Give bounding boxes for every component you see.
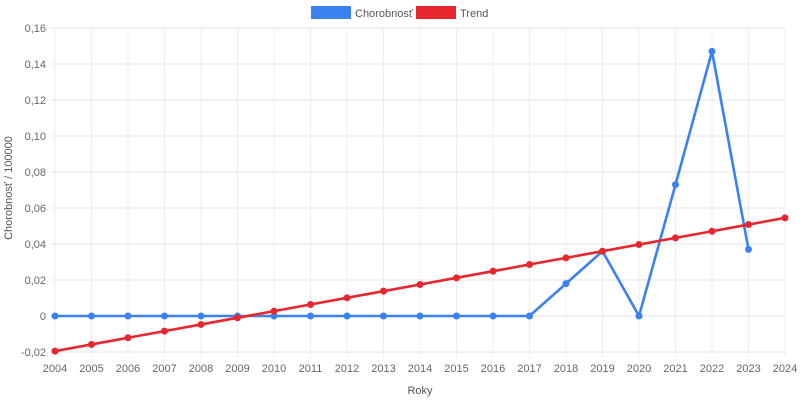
x-tick-label: 2004 — [43, 363, 67, 375]
data-point[interactable] — [88, 340, 95, 348]
data-point[interactable] — [343, 312, 351, 320]
data-point[interactable] — [380, 312, 387, 320]
y-tick-label: 0,14 — [25, 59, 46, 71]
data-point[interactable] — [416, 281, 424, 288]
x-tick-label: 2011 — [299, 363, 323, 375]
series-layer — [51, 47, 789, 355]
grid — [50, 27, 786, 357]
y-tick-label: 0,08 — [25, 167, 46, 179]
y-tick-label: 0 — [40, 311, 46, 323]
data-point[interactable] — [343, 294, 351, 302]
data-point[interactable] — [526, 261, 533, 269]
x-axis-title: Roky — [407, 385, 433, 397]
data-point[interactable] — [526, 312, 533, 320]
y-tick-label: 0,10 — [25, 131, 46, 143]
data-point[interactable] — [745, 221, 752, 229]
data-point[interactable] — [88, 312, 95, 320]
data-point[interactable] — [599, 247, 606, 255]
y-tick-label: -0,02 — [21, 347, 46, 359]
legend[interactable]: Chorobnosť Trend — [311, 6, 488, 20]
data-point[interactable] — [745, 245, 752, 253]
x-tick-label: 2018 — [554, 363, 578, 375]
data-point[interactable] — [307, 312, 314, 320]
data-point[interactable] — [234, 314, 241, 322]
y-tick-label: 0,12 — [25, 95, 46, 107]
x-tick-label: 2009 — [225, 363, 249, 375]
data-point[interactable] — [416, 312, 424, 320]
data-point[interactable] — [197, 320, 205, 328]
data-point[interactable] — [562, 254, 570, 262]
series-chorobnost — [51, 47, 752, 320]
data-point[interactable] — [124, 334, 132, 342]
x-tick-label: 2012 — [335, 363, 359, 375]
y-axis-ticks: -0,02 0 0,02 0,04 0,06 0,08 0,10 0,12 0,14 0,16 — [21, 23, 46, 359]
x-tick-label: 2014 — [408, 363, 432, 375]
legend-swatch — [416, 6, 456, 19]
legend-label: Chorobnosť — [355, 8, 414, 20]
y-tick-label: 0,04 — [25, 239, 46, 251]
y-tick-label: 0,16 — [25, 23, 46, 35]
x-tick-label: 2021 — [663, 363, 687, 375]
x-tick-label: 2023 — [736, 363, 760, 375]
data-point[interactable] — [161, 327, 168, 335]
data-point[interactable] — [453, 274, 460, 282]
data-point[interactable] — [124, 312, 132, 320]
data-point[interactable] — [635, 312, 643, 320]
x-axis-ticks: 2004 2005 2006 2007 2008 2009 2010 2011 2012 2013… — [43, 363, 797, 375]
x-tick-label: 2015 — [444, 363, 468, 375]
data-point[interactable] — [489, 312, 497, 320]
data-point[interactable] — [672, 234, 679, 242]
x-tick-label: 2016 — [481, 363, 505, 375]
y-tick-label: 0,06 — [25, 203, 46, 215]
data-point[interactable] — [197, 312, 205, 320]
legend-item[interactable]: Trend — [416, 6, 488, 20]
data-point[interactable] — [672, 181, 679, 189]
x-tick-label: 2022 — [700, 363, 724, 375]
data-point[interactable] — [562, 280, 570, 288]
series-line — [55, 50, 750, 318]
x-tick-label: 2010 — [262, 363, 286, 375]
data-point[interactable] — [489, 267, 497, 275]
legend-item[interactable]: Chorobnosť — [311, 6, 414, 20]
x-tick-label: 2006 — [116, 363, 140, 375]
data-point[interactable] — [708, 227, 716, 235]
legend-label: Trend — [460, 8, 488, 20]
x-tick-label: 2007 — [152, 363, 176, 375]
x-tick-label: 2008 — [189, 363, 213, 375]
data-point[interactable] — [51, 347, 59, 355]
x-tick-label: 2017 — [517, 363, 541, 375]
x-tick-label: 2005 — [79, 363, 103, 375]
x-tick-label: 2024 — [773, 363, 797, 375]
series-trend — [51, 214, 789, 355]
legend-swatch — [311, 6, 351, 19]
y-axis-title: Chorobnosť / 100000 — [3, 136, 15, 240]
x-tick-label: 2019 — [590, 363, 614, 375]
x-tick-label: 2013 — [371, 363, 395, 375]
data-point[interactable] — [781, 214, 789, 222]
x-tick-label: 2020 — [627, 363, 651, 375]
data-point[interactable] — [161, 312, 168, 320]
data-point[interactable] — [453, 312, 460, 320]
data-point[interactable] — [51, 312, 59, 320]
data-point[interactable] — [270, 307, 278, 315]
data-point[interactable] — [380, 287, 387, 295]
data-point[interactable] — [635, 241, 643, 249]
data-point[interactable] — [307, 300, 314, 308]
data-point[interactable] — [708, 47, 716, 55]
y-tick-label: 0,02 — [25, 275, 46, 287]
